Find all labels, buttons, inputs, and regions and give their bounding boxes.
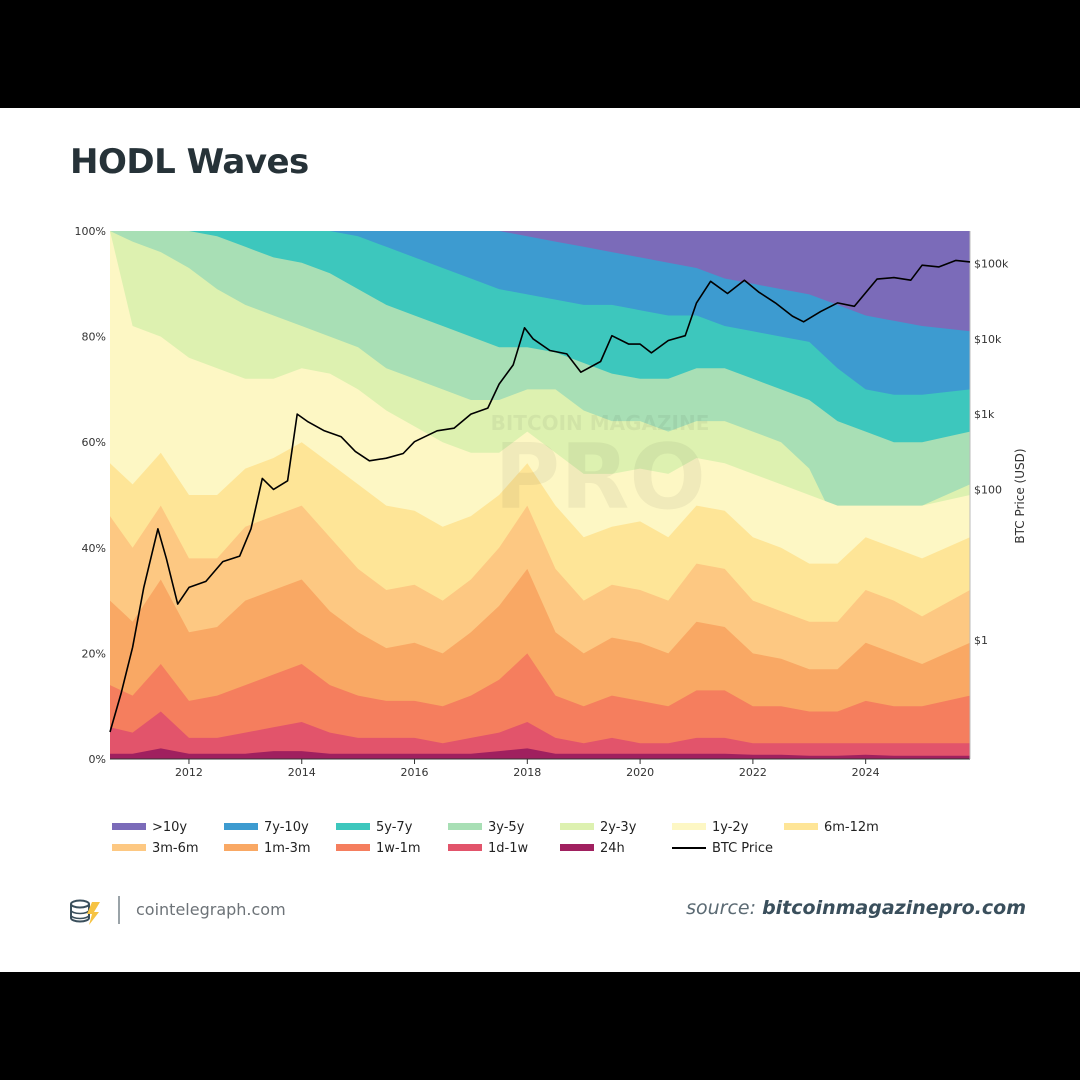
source-prefix: source: [686, 897, 757, 919]
footer-source: source: bitcoinmagazinepro.com [686, 897, 1026, 919]
legend-label: >10y [152, 820, 188, 835]
legend-item[interactable]: 7y-10y [224, 820, 309, 835]
chart-card: HODL Waves BITCOIN MAGAZINE PRO 0% 20% 40% 60… [0, 108, 1080, 972]
x-tick-label: 2018 [513, 766, 541, 779]
y-tick-label-left: 80% [82, 331, 106, 344]
source-link[interactable]: bitcoinmagazinepro.com [762, 897, 1026, 919]
page-title: HODL Waves [70, 142, 309, 182]
legend-item[interactable]: 24h [560, 841, 625, 856]
legend-item[interactable]: 1d-1w [448, 841, 528, 856]
legend-label: 24h [600, 841, 625, 856]
y-tick-label-right: $1 [974, 634, 988, 647]
legend-label: 3y-5y [488, 820, 525, 835]
legend-swatch [448, 823, 482, 830]
legend-item[interactable]: 1m-3m [224, 841, 311, 856]
legend-swatch [224, 844, 258, 851]
x-tick-label: 2016 [401, 766, 429, 779]
x-tick-label: 2012 [175, 766, 203, 779]
legend-item[interactable]: BTC Price [672, 841, 773, 856]
legend-label: 5y-7y [376, 820, 413, 835]
y-tick-label-left: 100% [75, 225, 106, 238]
y-tick-label-left: 20% [82, 647, 106, 660]
y-tick-label-right: $100k [974, 258, 1009, 271]
legend-label: 1d-1w [488, 841, 529, 856]
legend-swatch [336, 844, 370, 851]
y-tick-label-left: 0% [89, 753, 106, 766]
x-tick-label: 2020 [626, 766, 654, 779]
legend-item[interactable]: 2y-3y [560, 820, 636, 835]
btc-price-line [109, 259, 971, 733]
watermark-top-text: BITCOIN MAGAZINE [491, 411, 710, 435]
legend-swatch [224, 823, 258, 830]
cointelegraph-logo-icon [70, 899, 100, 925]
y-tick-label-right: $100 [974, 483, 1002, 496]
footer-divider [118, 896, 120, 924]
y-axis-label-right: BTC Price (USD) [1013, 448, 1027, 543]
watermark-main-text: PRO [494, 425, 706, 530]
legend-label: 2y-3y [600, 820, 637, 835]
legend-swatch [112, 823, 146, 830]
x-tick-label: 2022 [739, 766, 767, 779]
band-1d-1w [110, 711, 970, 759]
y-tick-label-right: $10k [974, 333, 1002, 346]
legend-swatch [784, 823, 818, 830]
legend-label: BTC Price [712, 841, 774, 856]
legend-swatch [448, 844, 482, 851]
y-tick-label-right: $1k [974, 408, 995, 421]
legend-item[interactable]: 6m-12m [784, 820, 879, 835]
legend-item[interactable]: 3m-6m [112, 841, 199, 856]
legend-item[interactable]: 3y-5y [448, 820, 524, 835]
footer-site-link[interactable]: cointelegraph.com [136, 900, 286, 919]
legend-label: 6m-12m [824, 820, 879, 835]
x-tick-label: 2014 [288, 766, 316, 779]
legend-label: 1m-3m [264, 841, 311, 856]
legend-swatch [336, 823, 370, 830]
legend-swatch [672, 823, 706, 830]
legend-item[interactable]: 5y-7y [336, 820, 412, 835]
legend-label: 1y-2y [712, 820, 749, 835]
legend-line-swatch [672, 846, 706, 849]
legend-item[interactable]: 1w-1m [336, 841, 421, 856]
x-tick-label: 2024 [852, 766, 880, 779]
legend-swatch [560, 823, 594, 830]
legend-label: 3m-6m [152, 841, 199, 856]
legend-item[interactable]: 1y-2y [672, 820, 748, 835]
y-tick-label-left: 40% [82, 542, 106, 555]
legend-label: 7y-10y [264, 820, 309, 835]
y-tick-label-left: 60% [82, 436, 106, 449]
legend-swatch [112, 844, 146, 851]
band-24h [110, 748, 970, 759]
legend-item[interactable]: >10y [112, 820, 187, 835]
legend-swatch [560, 844, 594, 851]
legend-label: 1w-1m [376, 841, 421, 856]
